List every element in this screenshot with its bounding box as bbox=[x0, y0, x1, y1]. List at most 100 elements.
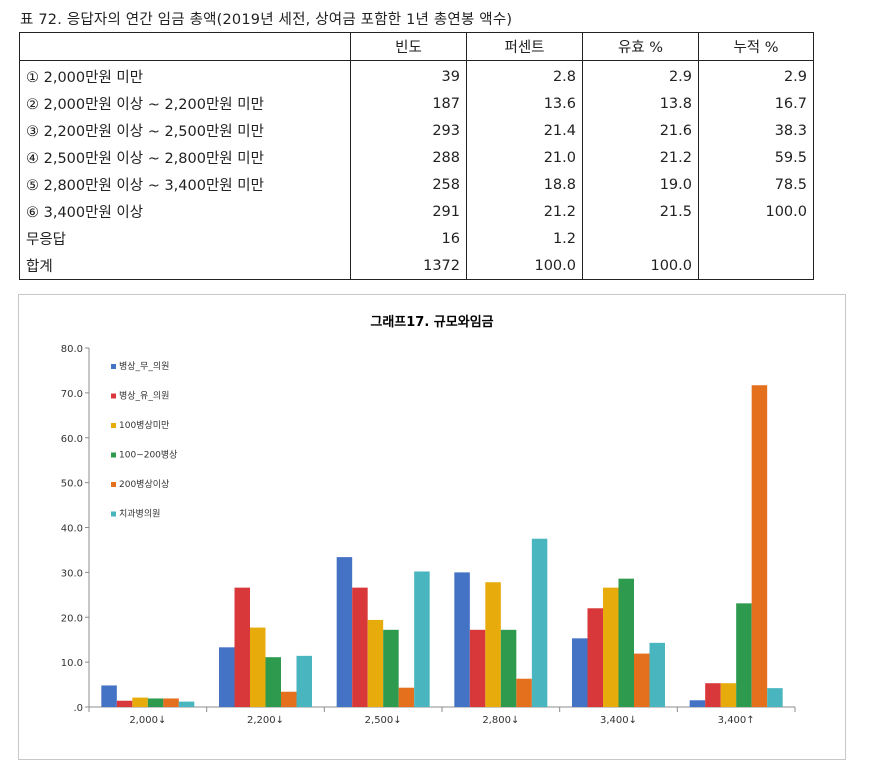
bar-3-2 bbox=[250, 627, 266, 707]
row-valid-percent: 100.0 bbox=[582, 252, 699, 280]
row-cumulative-percent: 78.5 bbox=[698, 171, 814, 198]
row-percent: 100.0 bbox=[466, 252, 583, 280]
bar-4-1 bbox=[147, 698, 164, 707]
bar-1-4 bbox=[454, 572, 470, 708]
bar-4-3 bbox=[383, 629, 399, 707]
row-percent: 21.0 bbox=[466, 144, 583, 171]
bar-3-1 bbox=[132, 697, 148, 707]
row-cumulative-percent: 59.5 bbox=[698, 144, 814, 171]
bar-2-3 bbox=[352, 587, 368, 707]
legend-swatch bbox=[111, 393, 116, 399]
row-cumulative-percent bbox=[698, 225, 814, 252]
bar-chart: 그래프17. 규모와임금 .0 10.0 20.0 30.0 40.0 50.0 60.0 7… bbox=[61, 314, 796, 726]
wage-frequency-table: 빈도 퍼센트 유효 % 누적 % ① 2,000만원 미만 39 2.8 2.9 2.9… bbox=[19, 32, 814, 280]
row-frequency: 16 bbox=[350, 225, 467, 252]
bar-5-1 bbox=[163, 698, 179, 707]
bar-1-3 bbox=[336, 557, 353, 707]
y-tick-label: 50.0 bbox=[61, 479, 83, 490]
bar-4-2 bbox=[265, 657, 281, 707]
x-tick-label: 3,400↑ bbox=[718, 715, 755, 726]
row-frequency: 187 bbox=[350, 90, 467, 117]
bar-2-4 bbox=[469, 629, 486, 707]
row-valid-percent: 13.8 bbox=[582, 90, 699, 117]
bar-3-3 bbox=[367, 619, 384, 707]
y-tick-label: 70.0 bbox=[61, 389, 83, 400]
x-tick-label: 2,000↓ bbox=[129, 715, 166, 726]
row-label: 합계 bbox=[19, 252, 351, 280]
y-tick-label: 60.0 bbox=[61, 434, 83, 445]
row-valid-percent: 19.0 bbox=[582, 171, 699, 198]
table-row: ④ 2,500만원 이상 ~ 2,800만원 미만 288 21.0 21.2 59.5 bbox=[19, 144, 814, 171]
legend-label: 치과병의원 bbox=[119, 508, 160, 520]
bar-6-3 bbox=[414, 571, 430, 707]
table-row: ② 2,000만원 이상 ~ 2,200만원 미만 187 13.6 13.8 16.7 bbox=[19, 90, 814, 117]
bar-4-4 bbox=[500, 629, 517, 707]
x-tick-label: 2,800↓ bbox=[482, 715, 519, 726]
legend-label: 100~200병상 bbox=[119, 450, 177, 461]
bar-4-5 bbox=[618, 578, 634, 707]
row-valid-percent bbox=[582, 225, 699, 252]
table-caption: 표 72. 응답자의 연간 임금 총액(2019년 세전, 상여금 포함한 1년… bbox=[20, 12, 513, 28]
chart-axes: .0 10.0 20.0 30.0 40.0 50.0 60.0 70.0 80.0 2,000↓… bbox=[61, 344, 796, 726]
row-frequency: 291 bbox=[350, 198, 467, 225]
row-cumulative-percent: 2.9 bbox=[698, 60, 814, 90]
bar-5-3 bbox=[398, 687, 415, 707]
bar-2-5 bbox=[587, 608, 603, 707]
table-header-row: 빈도 퍼센트 유효 % 누적 % bbox=[19, 32, 814, 61]
bar-6-6 bbox=[767, 688, 783, 707]
legend-swatch bbox=[111, 364, 116, 369]
row-label: ⑥ 3,400만원 이상 bbox=[19, 198, 351, 225]
y-tick-label: 20.0 bbox=[61, 613, 83, 624]
row-percent: 18.8 bbox=[466, 171, 583, 198]
y-tick-label: 80.0 bbox=[61, 344, 83, 355]
y-tick-label: .0 bbox=[73, 703, 83, 714]
x-tick-label: 2,500↓ bbox=[365, 715, 402, 726]
bar-5-6 bbox=[751, 385, 768, 707]
row-frequency: 293 bbox=[350, 117, 467, 144]
legend-label: 100병상미만 bbox=[119, 420, 169, 431]
row-cumulative-percent bbox=[698, 252, 814, 280]
legend-swatch bbox=[111, 482, 116, 487]
bar-6-1 bbox=[178, 701, 195, 707]
row-label: ① 2,000만원 미만 bbox=[19, 60, 351, 90]
legend-label: 병상_유_의원 bbox=[119, 391, 169, 402]
bar-3-4 bbox=[485, 582, 501, 707]
table-row: ③ 2,200만원 이상 ~ 2,500만원 미만 293 21.4 21.6 38.3 bbox=[19, 117, 814, 144]
row-percent: 13.6 bbox=[466, 90, 583, 117]
row-label: ④ 2,500만원 이상 ~ 2,800만원 미만 bbox=[19, 144, 351, 171]
row-label: ⑤ 2,800만원 이상 ~ 3,400만원 미만 bbox=[19, 171, 351, 198]
row-cumulative-percent: 38.3 bbox=[698, 117, 814, 144]
bar-3-6 bbox=[720, 683, 737, 707]
bar-1-6 bbox=[689, 700, 706, 707]
table-row: ⑤ 2,800만원 이상 ~ 3,400만원 미만 258 18.8 19.0 78.5 bbox=[19, 171, 814, 198]
x-tick-label: 2,200↓ bbox=[247, 715, 284, 726]
row-valid-percent: 2.9 bbox=[582, 60, 699, 90]
bar-1-1 bbox=[101, 685, 117, 707]
row-percent: 1.2 bbox=[466, 225, 583, 252]
bar-2-1 bbox=[116, 700, 133, 707]
header-percent: 퍼센트 bbox=[466, 32, 583, 61]
header-frequency: 빈도 bbox=[350, 32, 467, 61]
row-label: ③ 2,200만원 이상 ~ 2,500만원 미만 bbox=[19, 117, 351, 144]
header-cumulative-percent: 누적 % bbox=[698, 32, 814, 61]
bar-6-5 bbox=[649, 642, 665, 707]
bar-1-5 bbox=[572, 638, 588, 707]
legend-label: 병상_무_의원 bbox=[119, 361, 169, 372]
row-cumulative-percent: 16.7 bbox=[698, 90, 814, 117]
bar-5-5 bbox=[634, 653, 650, 707]
row-percent: 21.4 bbox=[466, 117, 583, 144]
row-label: ② 2,000만원 이상 ~ 2,200만원 미만 bbox=[19, 90, 351, 117]
table-row: ① 2,000만원 미만 39 2.8 2.9 2.9 bbox=[19, 60, 814, 90]
bar-5-2 bbox=[281, 691, 297, 707]
row-percent: 21.2 bbox=[466, 198, 583, 225]
table-row: 무응답 16 1.2 bbox=[19, 225, 814, 252]
chart-frame: 그래프17. 규모와임금 .0 10.0 20.0 30.0 40.0 50.0 60.0 7… bbox=[18, 294, 846, 760]
row-frequency: 1372 bbox=[350, 252, 467, 280]
legend-swatch bbox=[111, 423, 116, 428]
bar-6-2 bbox=[296, 655, 312, 707]
row-frequency: 258 bbox=[350, 171, 467, 198]
bar-2-2 bbox=[234, 587, 250, 707]
legend-swatch bbox=[111, 452, 116, 458]
header-valid-percent: 유효 % bbox=[582, 32, 699, 61]
